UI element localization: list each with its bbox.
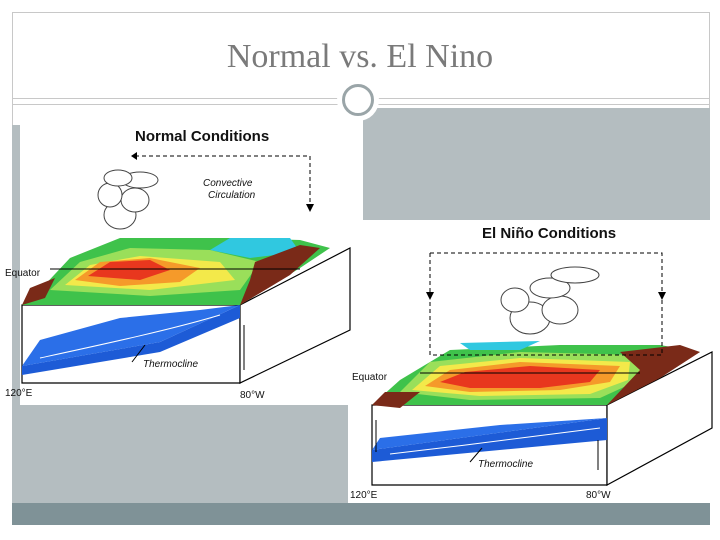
- normal-heading: Normal Conditions: [135, 128, 269, 145]
- normal-thermocline-label: Thermocline: [143, 359, 198, 370]
- elnino-sst-cyan: [460, 341, 540, 350]
- normal-circulation-loop: [135, 155, 311, 208]
- normal-lon-west: 120°E: [5, 388, 33, 399]
- frame-top-line: [12, 12, 710, 13]
- normal-equator-label: Equator: [5, 268, 41, 279]
- slide-title: Normal vs. El Nino: [226, 38, 494, 75]
- normal-land-west: [22, 278, 55, 305]
- elnino-equator-label: Equator: [352, 372, 388, 383]
- grey-panel-bottom-left: [12, 405, 348, 503]
- elnino-thermocline-pointer: [469, 447, 483, 463]
- elnino-thermocline-line: [389, 427, 601, 455]
- normal-thermocline-line: [39, 314, 221, 359]
- normal-circulation-label-2: Circulation: [208, 190, 256, 201]
- normal-circulation-arrow: [131, 152, 137, 160]
- elnino-land-east: [607, 345, 700, 405]
- normal-land-east: [240, 245, 320, 305]
- normal-circulation-arrow-down: [306, 204, 314, 212]
- elnino-thermocline-water: [372, 418, 607, 462]
- normal-block-side: [239, 247, 351, 384]
- elnino-sst-red: [440, 366, 600, 388]
- elnino-block-side: [606, 351, 713, 487]
- normal-sst-cyan: [210, 238, 300, 258]
- elnino-heading: El Niño Conditions: [482, 225, 616, 242]
- elnino-circulation-loop-bottom: [429, 253, 663, 356]
- normal-diagram: Normal Conditions Convective Circulation…: [5, 128, 351, 401]
- normal-lon-east: 80°W: [240, 390, 265, 401]
- grey-panel-top-right: [363, 108, 710, 220]
- elnino-cloud: [500, 266, 600, 335]
- normal-deep-water: [22, 305, 240, 366]
- elnino-circulation-arrow-right: [658, 292, 666, 300]
- normal-thermocline-water: [22, 305, 240, 375]
- elnino-circulation-loop-top: [430, 252, 663, 300]
- elnino-circulation-arrow-left: [426, 292, 434, 300]
- elnino-diagram: El Niño Conditions Equator Thermocline 1…: [350, 225, 713, 501]
- title-circle-ornament: [337, 79, 379, 121]
- bottom-band: [12, 503, 710, 525]
- grey-panel-top-left: [12, 125, 20, 503]
- normal-thermocline-pointer: [131, 344, 146, 363]
- elnino-land-west: [372, 392, 420, 408]
- normal-sst-red: [88, 260, 170, 280]
- normal-circulation-label-1: Convective: [203, 178, 253, 189]
- normal-cloud: [97, 169, 159, 230]
- elnino-lon-east: 80°W: [586, 490, 611, 501]
- ring-icon: [342, 84, 374, 116]
- elnino-lon-west: 120°E: [350, 490, 378, 501]
- elnino-thermocline-label: Thermocline: [478, 459, 533, 470]
- elnino-deep-water: [372, 418, 607, 450]
